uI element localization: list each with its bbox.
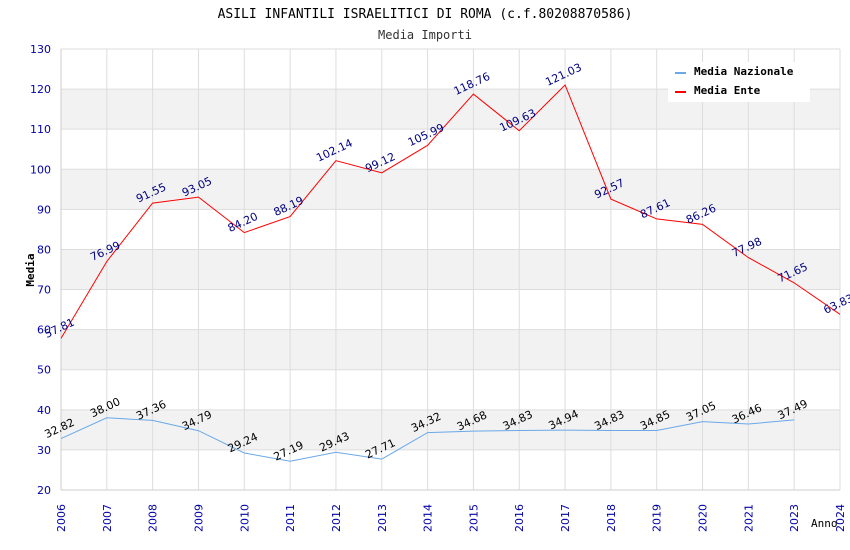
y-tick-label: 100: [30, 163, 51, 176]
y-tick-label: 120: [30, 83, 51, 96]
data-label: 121.03: [543, 61, 583, 89]
chart-subtitle: Media Importi: [378, 28, 472, 42]
x-tick-label: 2014: [422, 504, 435, 532]
y-axis-label: Media: [24, 253, 37, 286]
x-tick-label: 2009: [192, 504, 205, 532]
legend-label-nazionale: Media Nazionale: [694, 65, 794, 78]
x-tick-label: 2010: [238, 504, 251, 532]
x-tick-label: 2013: [376, 504, 389, 532]
legend-box: [668, 62, 810, 102]
series-line-ente: [60, 84, 841, 339]
band: [61, 169, 840, 210]
y-tick-label: 130: [30, 43, 51, 56]
series-line-nazionale: [60, 417, 795, 462]
y-tick-label: 70: [37, 284, 51, 297]
x-tick-label: 2011: [284, 504, 297, 532]
x-tick-label: 2015: [467, 504, 480, 532]
y-tick-label: 60: [37, 324, 51, 337]
x-tick-label: 2007: [101, 504, 114, 532]
chart-title: ASILI INFANTILI ISRAELITICI DI ROMA (c.f…: [218, 7, 633, 22]
x-tick-label: 2019: [651, 504, 664, 532]
legend-label-ente: Media Ente: [694, 84, 761, 97]
x-axis-label: Anno: [811, 517, 838, 530]
y-tick-label: 30: [37, 444, 51, 457]
band: [61, 409, 840, 450]
x-tick-label: 2017: [559, 504, 572, 532]
y-tick-label: 110: [30, 123, 51, 136]
y-tick-label: 20: [37, 484, 51, 497]
axes: [60, 49, 840, 491]
y-tick-label: 50: [37, 364, 51, 377]
data-label: 102.14: [314, 136, 354, 164]
x-tick-label: 2018: [605, 504, 618, 532]
y-tick-label: 90: [37, 203, 51, 216]
data-label: 63.83: [821, 292, 850, 317]
x-tick-label: 2023: [788, 504, 801, 532]
band: [61, 249, 840, 290]
x-tick-label: 2012: [330, 504, 343, 532]
background-bands: [61, 89, 840, 450]
y-tick-label: 80: [37, 243, 51, 256]
x-tick-label: 2021: [742, 504, 755, 532]
legend: Media Nazionale Media Ente: [668, 62, 810, 102]
x-tick-labels: 2006 2007 2008 2009 2010 2011 2012 2013 2014 2015…: [55, 504, 847, 532]
x-tick-label: 2020: [697, 504, 710, 532]
y-tick-labels: 20 30 40 50 60 70 80 90 100 110 120 130: [30, 43, 51, 497]
x-tick-label: 2006: [55, 504, 68, 532]
y-tick-label: 40: [37, 404, 51, 417]
x-tick-label: 2008: [147, 504, 160, 532]
band: [61, 329, 840, 370]
x-tick-label: 2024: [834, 504, 847, 532]
x-tick-label: 2016: [513, 504, 526, 532]
series-lines: [60, 84, 841, 462]
